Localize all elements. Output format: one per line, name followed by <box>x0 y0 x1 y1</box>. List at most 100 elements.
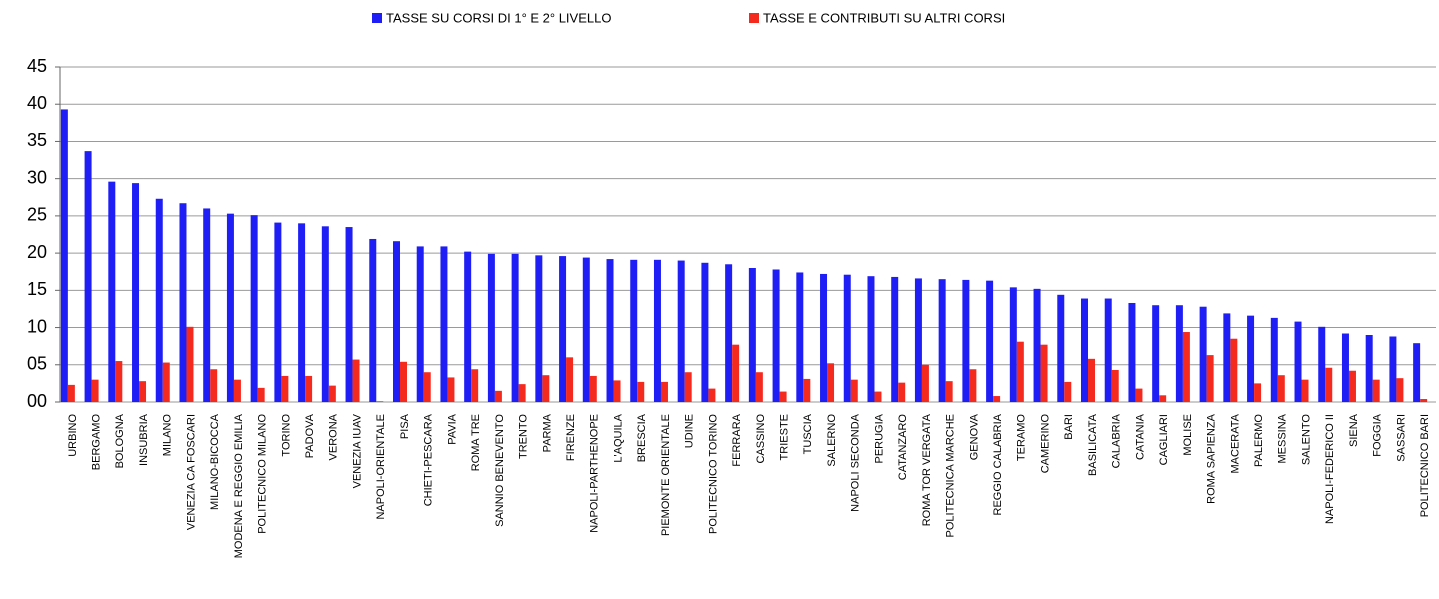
legend-label: TASSE E CONTRIBUTI SU ALTRI CORSI <box>763 10 1005 25</box>
x-tick-label: L'AQUILA <box>612 413 624 462</box>
bar <box>400 361 407 402</box>
bar <box>132 183 140 402</box>
bar <box>725 264 733 402</box>
bar <box>1033 288 1041 402</box>
bar <box>1348 370 1356 402</box>
bar <box>986 280 994 402</box>
y-tick-label: 20 <box>27 242 47 262</box>
bar <box>1396 378 1404 402</box>
x-tick-label: SIENA <box>1348 413 1360 447</box>
x-tick-label: INSUBRIA <box>138 413 150 466</box>
bar <box>755 372 763 402</box>
bar <box>1104 298 1112 402</box>
bar <box>1081 298 1088 402</box>
bar <box>471 369 479 402</box>
bar <box>67 384 75 402</box>
bar <box>464 251 472 402</box>
bar <box>653 259 661 402</box>
bar <box>108 181 116 402</box>
bar <box>969 369 977 402</box>
x-tick-label: CAGLIARI <box>1158 414 1170 465</box>
x-tick-label: NAPOLI-ORIENTALE <box>375 414 387 520</box>
bar <box>1128 302 1136 402</box>
bar <box>748 268 756 402</box>
bar <box>1040 344 1048 402</box>
bar <box>701 262 709 402</box>
bar <box>1088 358 1095 402</box>
x-tick-label: POLITECNICO MILANO <box>257 414 269 534</box>
bar <box>962 279 970 402</box>
x-tick-label: CATANIA <box>1134 413 1146 460</box>
bar <box>1254 383 1262 402</box>
x-tick-label: PADOVA <box>304 413 316 458</box>
x-tick-label: TORINO <box>280 414 292 457</box>
x-tick-label: FIRENZE <box>565 414 577 461</box>
bar <box>1325 367 1333 402</box>
x-tick-label: SASSARI <box>1395 414 1407 462</box>
x-tick-label: PARMA <box>541 413 553 452</box>
bar <box>796 272 804 402</box>
x-tick-label: SALENTO <box>1300 414 1312 466</box>
bar <box>708 388 716 402</box>
bar <box>1152 305 1160 402</box>
x-tick-label: TUSCIA <box>802 413 814 454</box>
bar <box>416 246 424 402</box>
bar <box>898 382 906 402</box>
bar <box>1270 317 1278 402</box>
x-tick-label: BASILICATA <box>1087 413 1099 476</box>
bar <box>732 344 740 402</box>
bar <box>613 380 621 402</box>
x-tick-label: BOLOGNA <box>114 413 126 468</box>
bar <box>393 241 400 402</box>
bar <box>518 384 526 402</box>
bar <box>298 223 306 402</box>
bar <box>867 276 875 402</box>
bar <box>677 260 685 402</box>
bar <box>115 361 123 402</box>
x-tick-label: POLITECNICO TORINO <box>707 414 719 534</box>
bar <box>494 390 502 402</box>
bar <box>440 246 448 402</box>
bar <box>772 269 780 402</box>
bar <box>535 255 543 402</box>
x-tick-label: CHIETI-PESCARA <box>423 413 435 506</box>
bar <box>203 208 211 402</box>
bar <box>1301 379 1309 402</box>
bar <box>1223 313 1231 402</box>
x-tick-label: PALERMO <box>1253 414 1265 467</box>
bar <box>1016 341 1024 402</box>
x-tick-label: NAPOLI-PARTHENOPE <box>589 414 601 533</box>
legend-swatch <box>749 13 759 23</box>
x-tick-label: TRENTO <box>518 414 530 459</box>
x-tick-label: CATANZARO <box>897 414 909 481</box>
bar <box>660 381 668 402</box>
bar <box>1111 369 1119 402</box>
bar <box>281 375 289 402</box>
x-tick-label: PAVIA <box>446 413 458 444</box>
bar <box>162 362 170 402</box>
bar <box>321 226 329 402</box>
bar <box>376 401 384 402</box>
y-tick-label: 30 <box>27 167 47 187</box>
bar <box>210 369 218 402</box>
bar <box>582 257 590 402</box>
bar <box>1199 306 1207 402</box>
y-tick-label: 10 <box>27 316 47 336</box>
x-tick-label: MODENA E REGGIO EMILIA <box>233 413 245 558</box>
x-tick-label: MILANO-BICOCCA <box>209 413 221 510</box>
x-tick-label: SALERNO <box>826 414 838 467</box>
bar <box>423 372 431 402</box>
bar <box>1294 321 1302 402</box>
x-tick-label: VENEZIA IUAV <box>351 413 363 488</box>
legend-label: TASSE SU CORSI DI 1° E 2° LIVELLO <box>386 10 611 25</box>
bar <box>938 279 946 402</box>
bar <box>447 377 455 402</box>
x-tick-label: UDINE <box>684 414 696 448</box>
bar <box>155 198 163 402</box>
bar <box>328 385 336 402</box>
bar <box>637 381 645 402</box>
x-tick-label: PERUGIA <box>873 413 885 463</box>
x-tick-label: ROMA TOR VERGATA <box>921 413 933 526</box>
x-tick-label: NAPOLI SECONDA <box>850 413 862 511</box>
